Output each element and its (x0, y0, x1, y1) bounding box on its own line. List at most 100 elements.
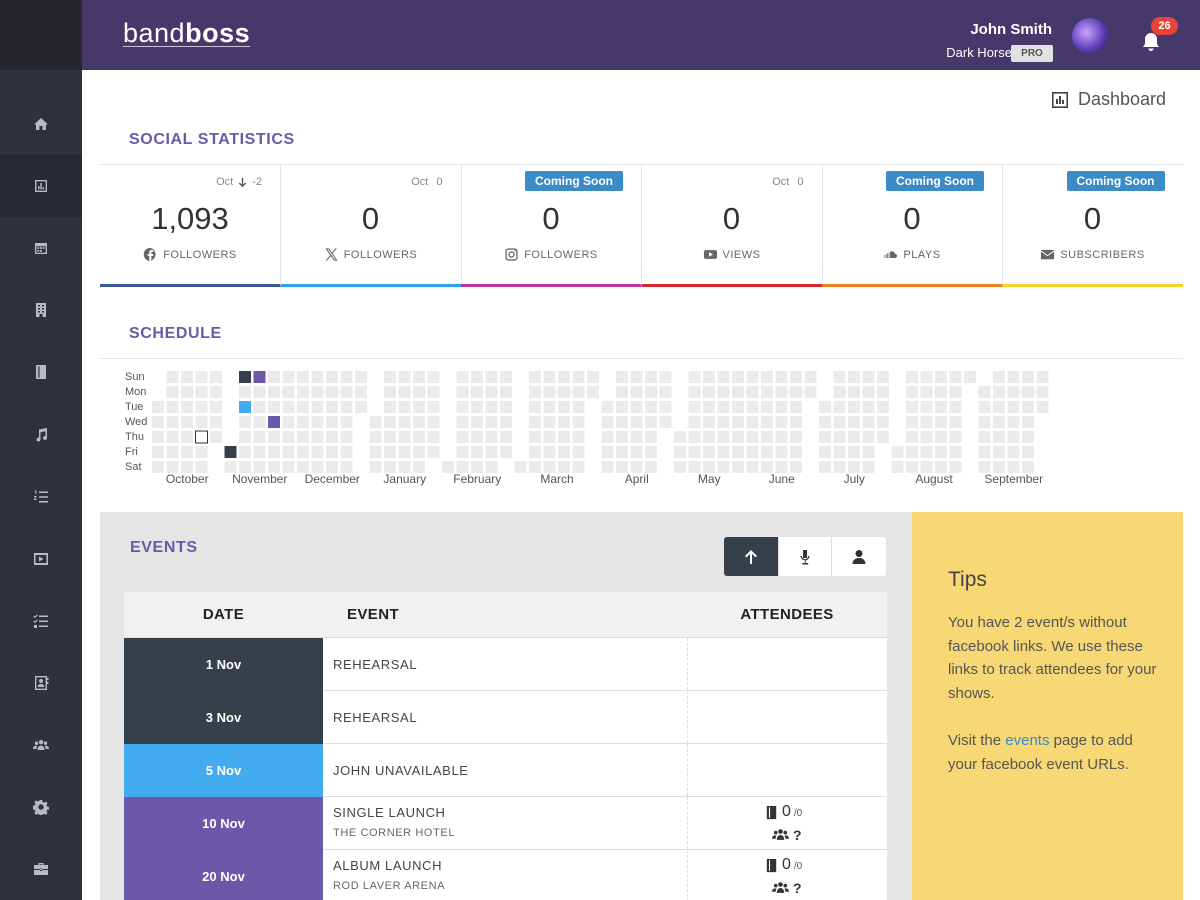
day-cell[interactable] (253, 416, 266, 428)
day-cell[interactable] (790, 431, 802, 443)
day-cell[interactable] (485, 386, 498, 398)
sort-date-button[interactable] (724, 537, 778, 576)
day-cell[interactable] (935, 416, 947, 428)
day-cell[interactable] (413, 431, 425, 443)
day-cell[interactable] (181, 371, 193, 383)
day-cell[interactable] (268, 401, 280, 413)
day-cell[interactable] (906, 461, 918, 473)
day-cell[interactable] (558, 461, 570, 473)
day-cell[interactable] (224, 446, 237, 458)
day-cell[interactable] (703, 386, 715, 398)
day-cell[interactable] (297, 386, 309, 398)
day-cell[interactable] (993, 401, 1005, 413)
day-cell[interactable] (848, 401, 860, 413)
day-cell[interactable] (413, 386, 425, 398)
day-cell[interactable] (630, 386, 643, 398)
day-cell[interactable] (311, 446, 324, 458)
day-cell[interactable] (732, 431, 744, 443)
day-cell[interactable] (775, 431, 788, 443)
day-cell[interactable] (195, 461, 208, 473)
day-cell[interactable] (485, 446, 498, 458)
day-cell[interactable] (485, 371, 498, 383)
day-cell[interactable] (529, 371, 541, 383)
day-cell[interactable] (398, 371, 411, 383)
day-cell[interactable] (529, 386, 541, 398)
day-cell[interactable] (195, 446, 208, 458)
day-cell[interactable] (920, 416, 933, 428)
day-cell[interactable] (920, 461, 933, 473)
day-cell[interactable] (659, 371, 672, 383)
day-cell[interactable] (471, 386, 483, 398)
nav-icon[interactable] (33, 302, 49, 318)
day-cell[interactable] (819, 416, 831, 428)
nav-icon[interactable] (33, 737, 49, 753)
day-cell[interactable] (659, 416, 672, 428)
event-row[interactable]: 3 Nov REHEARSAL (124, 691, 887, 744)
day-cell[interactable] (181, 431, 193, 443)
day-cell[interactable] (587, 371, 599, 383)
day-cell[interactable] (456, 431, 469, 443)
day-cell[interactable] (239, 461, 251, 473)
day-cell[interactable] (500, 431, 512, 443)
day-cell[interactable] (224, 461, 237, 473)
day-cell[interactable] (1007, 371, 1020, 383)
day-cell[interactable] (239, 386, 251, 398)
day-cell[interactable] (1036, 371, 1049, 383)
day-cell[interactable] (326, 416, 338, 428)
day-cell[interactable] (645, 461, 657, 473)
day-cell[interactable] (775, 401, 788, 413)
day-cell[interactable] (717, 371, 730, 383)
day-cell[interactable] (297, 401, 309, 413)
day-cell[interactable] (732, 371, 744, 383)
day-cell[interactable] (268, 446, 280, 458)
day-cell[interactable] (253, 371, 266, 383)
day-cell[interactable] (993, 386, 1005, 398)
day-cell[interactable] (152, 416, 164, 428)
day-cell[interactable] (848, 386, 860, 398)
nav-icon[interactable] (33, 861, 49, 877)
day-cell[interactable] (674, 446, 686, 458)
logo[interactable]: bandboss (123, 20, 251, 47)
day-cell[interactable] (427, 416, 440, 428)
day-cell[interactable] (688, 446, 701, 458)
day-cell[interactable] (413, 446, 425, 458)
day-cell[interactable] (964, 371, 976, 383)
day-cell[interactable] (427, 446, 440, 458)
day-cell[interactable] (877, 431, 889, 443)
day-cell[interactable] (456, 446, 469, 458)
day-cell[interactable] (978, 461, 991, 473)
day-cell[interactable] (688, 461, 701, 473)
day-cell[interactable] (514, 461, 527, 473)
day-cell[interactable] (746, 371, 759, 383)
day-cell[interactable] (993, 431, 1005, 443)
nav-icon[interactable] (33, 427, 49, 443)
day-cell[interactable] (413, 371, 425, 383)
day-cell[interactable] (935, 446, 947, 458)
day-cell[interactable] (311, 371, 324, 383)
day-cell[interactable] (732, 416, 744, 428)
day-cell[interactable] (152, 446, 164, 458)
day-cell[interactable] (427, 386, 440, 398)
day-cell[interactable] (848, 461, 860, 473)
day-cell[interactable] (384, 461, 396, 473)
day-cell[interactable] (703, 371, 715, 383)
day-cell[interactable] (833, 371, 846, 383)
day-cell[interactable] (326, 461, 338, 473)
day-cell[interactable] (688, 431, 701, 443)
day-cell[interactable] (920, 386, 933, 398)
day-cell[interactable] (311, 461, 324, 473)
day-cell[interactable] (790, 416, 802, 428)
day-cell[interactable] (268, 431, 280, 443)
day-cell[interactable] (877, 386, 889, 398)
day-cell[interactable] (659, 401, 672, 413)
day-cell[interactable] (253, 446, 266, 458)
day-cell[interactable] (1022, 401, 1034, 413)
day-cell[interactable] (848, 416, 860, 428)
nav-icon[interactable] (33, 240, 49, 256)
day-cell[interactable] (471, 461, 483, 473)
day-cell[interactable] (877, 416, 889, 428)
day-cell[interactable] (616, 371, 628, 383)
day-cell[interactable] (529, 401, 541, 413)
day-cell[interactable] (790, 386, 802, 398)
day-cell[interactable] (543, 386, 556, 398)
